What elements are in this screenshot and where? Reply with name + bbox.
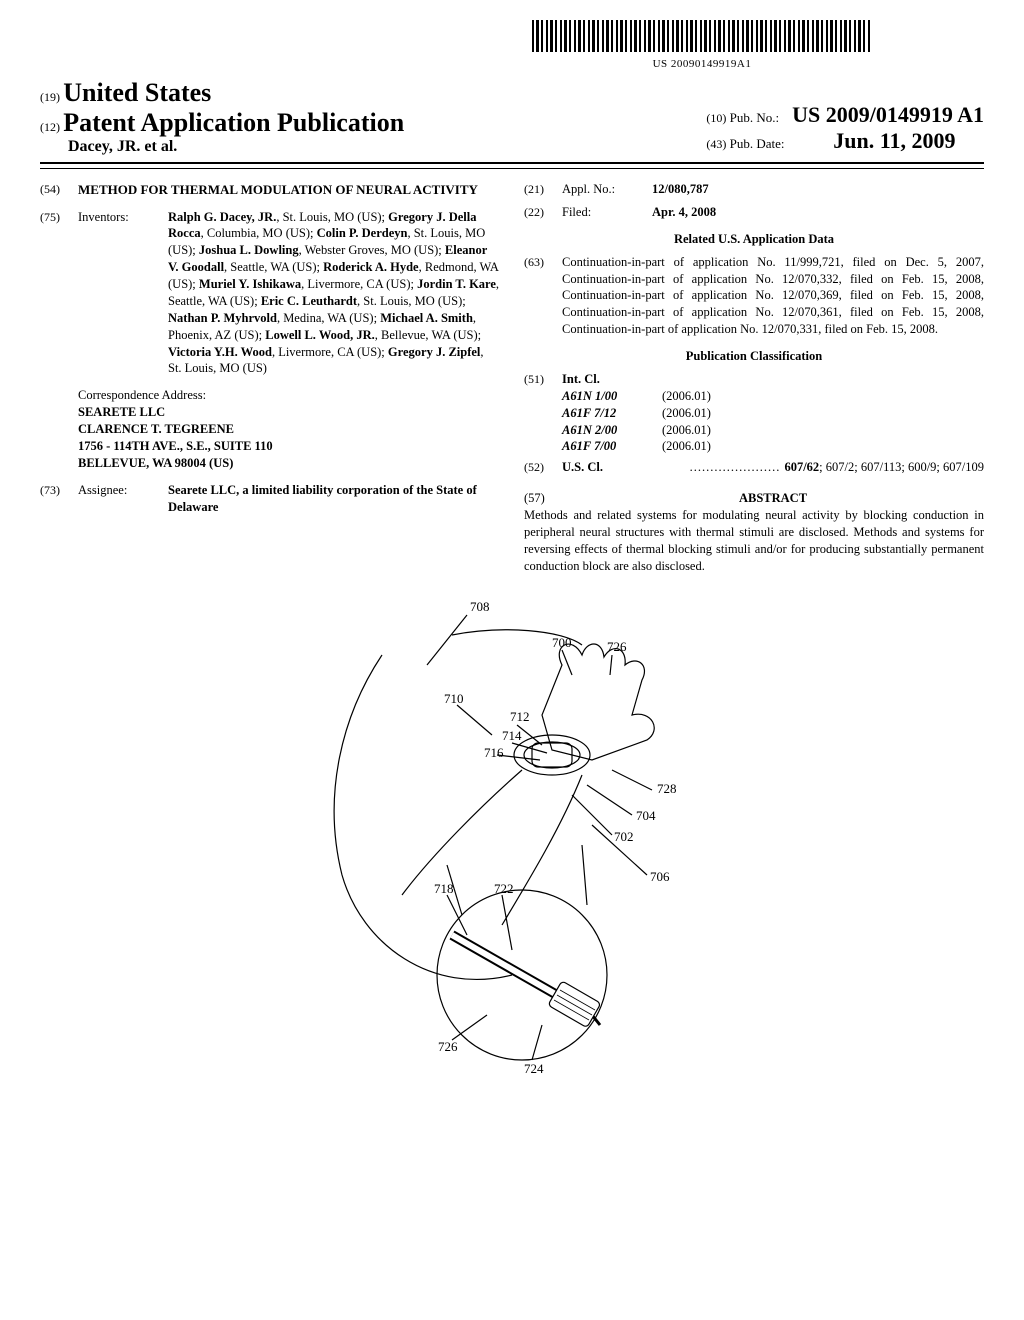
code-19: (19) [40, 90, 60, 104]
fig-label-722: 722 [494, 881, 514, 896]
fig-label-704: 704 [636, 808, 656, 823]
pubdate-label: Pub. Date: [730, 136, 785, 151]
right-column: (21) Appl. No.: 12/080,787 (22) Filed: A… [524, 181, 984, 575]
field-inventors: (75) Inventors: Ralph G. Dacey, JR., St.… [40, 209, 500, 378]
intcl-label: Int. Cl. [562, 371, 984, 388]
code-12: (12) [40, 120, 60, 134]
code-43: (43) [706, 137, 726, 151]
fig-label-710: 710 [444, 691, 464, 706]
divider-thick [40, 162, 984, 164]
body-columns: (54) METHOD FOR THERMAL MODULATION OF NE… [40, 181, 984, 575]
code-54: (54) [40, 181, 78, 199]
assignee-value: Searete LLC, a limited liability corpora… [168, 482, 500, 516]
applno-label: Appl. No.: [562, 181, 652, 198]
corr-line-1: SEARETE LLC [78, 404, 500, 421]
abstract-head: ABSTRACT [562, 490, 984, 507]
code-52: (52) [524, 459, 562, 476]
field-uscl: (52) U.S. Cl. ...................... 607… [524, 459, 984, 476]
intcl-row: A61F 7/12(2006.01) [562, 405, 984, 422]
uscl-dotlead: ...................... [690, 460, 785, 474]
pubno-value: US 2009/0149919 A1 [792, 102, 984, 127]
code-75: (75) [40, 209, 78, 378]
assignee-label: Assignee: [78, 482, 168, 516]
field-title: (54) METHOD FOR THERMAL MODULATION OF NE… [40, 181, 500, 199]
header-row: (19) United States (12) Patent Applicati… [40, 78, 984, 156]
figure-svg: 708 700 726 710 712 714 716 728 704 702 … [252, 595, 772, 1075]
fig-label-714: 714 [502, 728, 522, 743]
header-left: (19) United States (12) Patent Applicati… [40, 78, 404, 156]
fig-label-728: 728 [657, 781, 677, 796]
fig-label-724: 724 [524, 1061, 544, 1075]
applno-value: 12/080,787 [652, 181, 984, 198]
corr-line-2: CLARENCE T. TEGREENE [78, 421, 500, 438]
field-assignee: (73) Assignee: Searete LLC, a limited li… [40, 482, 500, 516]
fig-label-702: 702 [614, 829, 634, 844]
country-name: United States [63, 78, 211, 107]
inventors-label: Inventors: [78, 209, 168, 378]
divider-thin [40, 168, 984, 169]
code-63: (63) [524, 254, 562, 338]
code-51: (51) [524, 371, 562, 455]
barcode-graphic [532, 20, 872, 52]
pubdate-value: Jun. 11, 2009 [833, 128, 955, 153]
pubno-label: Pub. No.: [730, 110, 779, 125]
barcode-region: US 20090149919A1 [420, 20, 984, 70]
corr-line-3: 1756 - 114TH AVE., S.E., SUITE 110 [78, 438, 500, 455]
invention-title: METHOD FOR THERMAL MODULATION OF NEURAL … [78, 181, 500, 199]
field-intcl: (51) Int. Cl. A61N 1/00(2006.01) A61F 7/… [524, 371, 984, 455]
code-73: (73) [40, 482, 78, 516]
abstract-text: Methods and related systems for modulati… [524, 507, 984, 575]
code-21: (21) [524, 181, 562, 198]
corr-label: Correspondence Address: [78, 387, 500, 404]
barcode-label: US 20090149919A1 [420, 58, 984, 70]
uscl-rest: ; 607/2; 607/113; 600/9; 607/109 [819, 460, 984, 474]
left-column: (54) METHOD FOR THERMAL MODULATION OF NE… [40, 181, 500, 575]
fig-label-718: 718 [434, 881, 454, 896]
intcl-row: A61N 2/00(2006.01) [562, 422, 984, 439]
uscl-main: 607/62 [784, 460, 819, 474]
inventors-list: Ralph G. Dacey, JR., St. Louis, MO (US);… [168, 209, 500, 378]
code-10: (10) [706, 111, 726, 125]
header-right: (10) Pub. No.: US 2009/0149919 A1 (43) P… [706, 102, 984, 156]
filed-label: Filed: [562, 204, 652, 221]
related-app-head: Related U.S. Application Data [524, 231, 984, 248]
fig-label-706: 706 [650, 869, 670, 884]
publication-type: Patent Application Publication [63, 108, 404, 137]
header-authors: Dacey, JR. et al. [68, 138, 404, 156]
intcl-row: A61F 7/00(2006.01) [562, 438, 984, 455]
correspondence-address: Correspondence Address: SEARETE LLC CLAR… [78, 387, 500, 471]
fig-label-708: 708 [470, 599, 490, 614]
filed-value: Apr. 4, 2008 [652, 204, 984, 221]
related-text: Continuation-in-part of application No. … [562, 254, 984, 338]
field-applno: (21) Appl. No.: 12/080,787 [524, 181, 984, 198]
corr-line-4: BELLEVUE, WA 98004 (US) [78, 455, 500, 472]
uscl-label: U.S. Cl. [562, 459, 603, 476]
field-related: (63) Continuation-in-part of application… [524, 254, 984, 338]
intcl-row: A61N 1/00(2006.01) [562, 388, 984, 405]
field-filed: (22) Filed: Apr. 4, 2008 [524, 204, 984, 221]
fig-label-716: 716 [484, 745, 504, 760]
fig-label-700: 700 [552, 635, 572, 650]
code-57: (57) [524, 490, 562, 507]
fig-label-726b: 726 [438, 1039, 458, 1054]
fig-label-712: 712 [510, 709, 530, 724]
patent-figure: 708 700 726 710 712 714 716 728 704 702 … [40, 595, 984, 1079]
pubclass-head: Publication Classification [524, 348, 984, 365]
code-22: (22) [524, 204, 562, 221]
fig-label-726: 726 [607, 639, 627, 654]
